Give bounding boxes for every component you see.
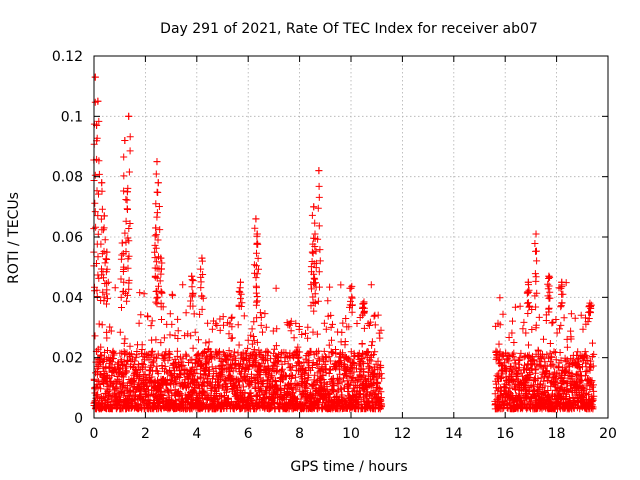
peak-point: [558, 278, 566, 286]
x-tick-label: 6: [244, 426, 253, 442]
y-tick-label: 0.06: [52, 230, 83, 246]
peak-point: [152, 224, 160, 232]
peak-point: [91, 73, 99, 81]
y-axis-label: ROTI / TECUs: [6, 192, 22, 284]
peak-point: [347, 284, 355, 292]
y-tick-label: 0.1: [61, 109, 83, 125]
peak-point: [125, 112, 133, 120]
peak-point: [94, 97, 102, 105]
data-points: [90, 73, 598, 413]
peak-point: [154, 179, 162, 187]
peak-point: [315, 167, 323, 175]
chart-title: Day 291 of 2021, Rate Of TEC Index for r…: [160, 21, 538, 37]
peak-point: [157, 254, 165, 262]
peak-point: [198, 254, 206, 262]
peak-point: [586, 302, 594, 310]
y-tick-labels: 0 0.02 0.04 0.06 0.08 0.1 0.12: [52, 49, 83, 427]
x-tick-label: 12: [393, 426, 411, 442]
peak-point: [103, 248, 111, 256]
peak-point: [252, 215, 260, 223]
x-tick-label: 20: [599, 426, 617, 442]
y-tick-label: 0: [74, 411, 83, 427]
peak-point: [123, 188, 131, 196]
y-tick-label: 0.02: [52, 351, 83, 367]
x-tick-label: 8: [295, 426, 304, 442]
peak-point: [100, 212, 108, 220]
peak-point: [311, 230, 319, 238]
x-tick-label: 18: [548, 426, 566, 442]
peak-point: [308, 248, 316, 256]
peak-point: [188, 272, 196, 280]
peak-point: [524, 278, 532, 286]
peak-point: [310, 203, 318, 211]
peak-point: [545, 272, 553, 280]
x-axis-label: GPS time / hours: [290, 459, 407, 475]
x-tick-label: 14: [445, 426, 463, 442]
roti-markers: [90, 73, 598, 413]
axis-ticks: [93, 55, 609, 419]
x-tick-label: 2: [141, 426, 150, 442]
x-tick-label: 10: [342, 426, 360, 442]
x-tick-label: 16: [496, 426, 514, 442]
x-tick-label: 0: [90, 426, 99, 442]
peak-point: [98, 179, 106, 187]
x-tick-labels: 0 2 4 6 8 10 12 14 16 18 20: [90, 426, 617, 442]
y-tick-label: 0.04: [52, 290, 83, 306]
y-tick-label: 0.12: [52, 49, 83, 65]
peak-point: [121, 136, 129, 144]
peak-point: [253, 230, 261, 238]
x-tick-label: 4: [192, 426, 201, 442]
y-tick-label: 0.08: [52, 170, 83, 186]
peak-point: [118, 239, 126, 247]
peak-point: [153, 158, 161, 166]
peak-point: [360, 299, 368, 307]
peak-point: [532, 230, 540, 238]
peak-point: [236, 278, 244, 286]
